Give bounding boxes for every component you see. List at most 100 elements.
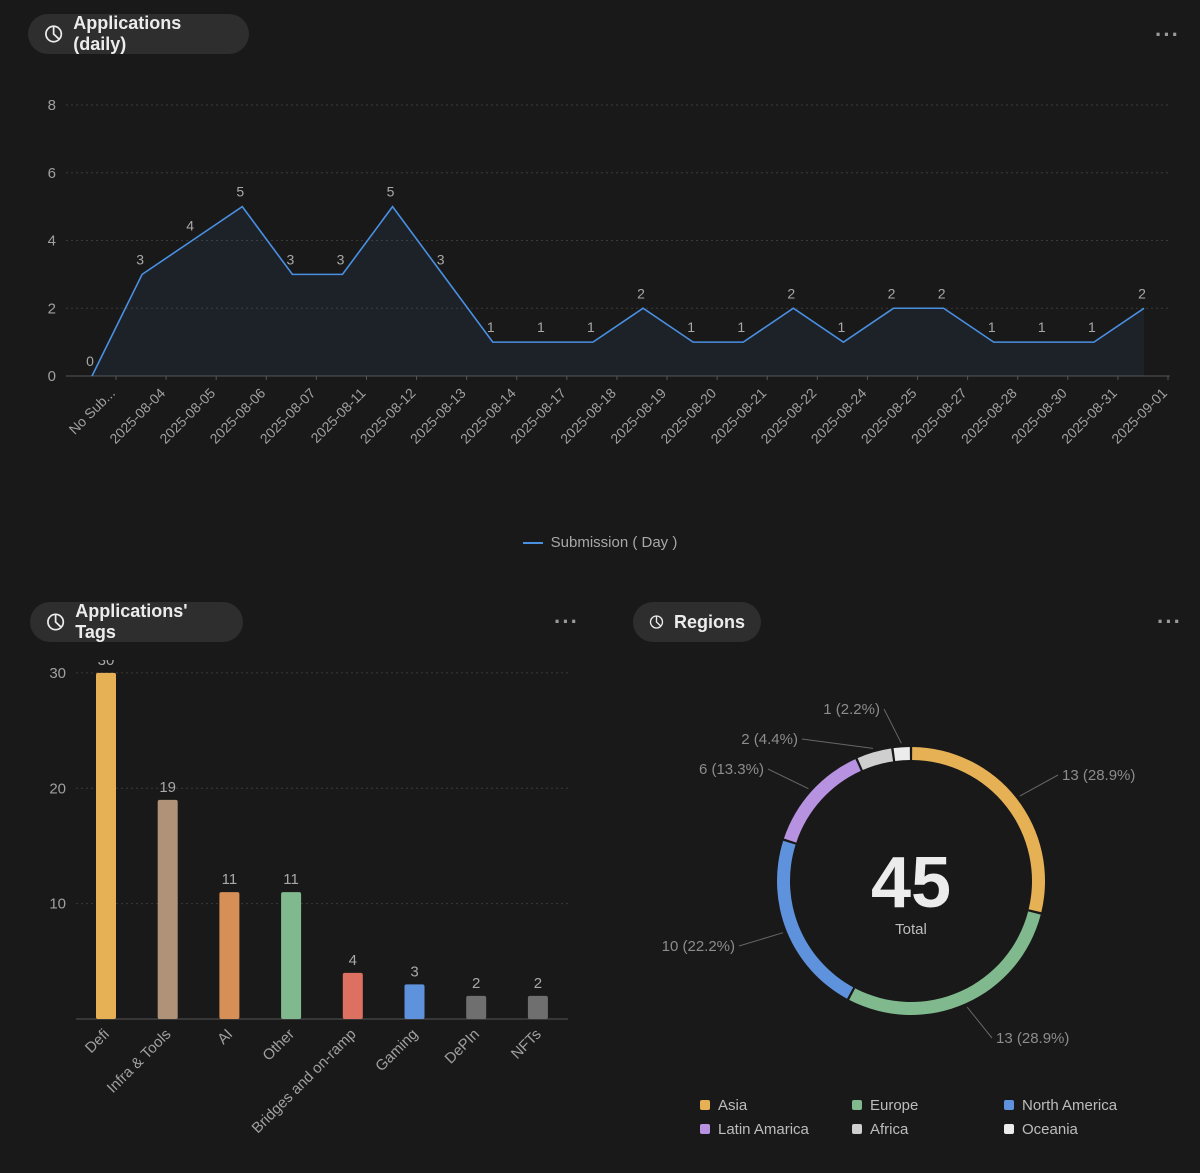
slice-label: 6 (13.3%) — [699, 761, 764, 778]
bar-value-label: 19 — [159, 779, 176, 796]
data-label: 1 — [838, 319, 846, 335]
bar-value-label: 30 — [98, 660, 115, 669]
y-tick-label: 8 — [48, 97, 56, 114]
slice-label: 10 (22.2%) — [662, 938, 735, 955]
data-label: 2 — [637, 285, 645, 301]
bar-value-label: 4 — [349, 952, 357, 969]
legend-item[interactable]: Latin Amarica — [700, 1120, 852, 1138]
data-label: 1 — [737, 319, 745, 335]
x-tick-label: No Sub... — [66, 385, 119, 438]
slice-leader-line — [1019, 774, 1059, 797]
data-label: 1 — [537, 319, 545, 335]
daily-legend[interactable]: Submission ( Day ) — [0, 534, 1200, 551]
slice-leader-line — [767, 768, 809, 790]
donut-slice — [783, 759, 861, 843]
data-label: 1 — [1088, 319, 1096, 335]
pie-chart-icon — [47, 613, 65, 631]
tags-more-icon[interactable]: ··· — [554, 609, 579, 634]
data-label: 4 — [186, 218, 194, 234]
legend-item[interactable]: Africa — [852, 1120, 1004, 1138]
tags-bar-chart: 10 20 30 30 Defi 19 Infra & Tools 11 AI 11 Other 4 B… — [49, 660, 568, 1137]
x-tick-label: Defi — [82, 1026, 113, 1057]
x-tick-label: NFTs — [508, 1026, 545, 1063]
data-label: 2 — [888, 285, 896, 301]
slice-leader-line — [738, 932, 784, 947]
data-label: 5 — [236, 184, 244, 200]
legend-color-swatch — [1004, 1100, 1014, 1110]
legend-label: Latin Amarica — [718, 1120, 809, 1138]
legend-label: Oceania — [1022, 1120, 1078, 1138]
slice-leader-line — [883, 708, 902, 744]
legend-color-swatch — [852, 1124, 862, 1134]
donut-slice — [893, 747, 910, 762]
legend-series-label: Submission ( Day ) — [550, 534, 678, 551]
data-label: 0 — [86, 353, 94, 369]
donut-center-label: Total — [895, 921, 927, 938]
bar-value-label: 11 — [222, 871, 238, 888]
tags-panel-title-text: Applications' Tags — [75, 601, 188, 642]
pie-chart-icon — [649, 615, 664, 629]
slice-leader-line — [801, 738, 874, 749]
legend-label: Asia — [718, 1096, 748, 1114]
tags-panel-title[interactable]: Applications' Tags — [30, 601, 243, 642]
bar-value-label: 3 — [410, 963, 418, 980]
donut-center-value: 45 — [871, 843, 951, 923]
legend-label: North America — [1022, 1096, 1118, 1114]
data-label: 3 — [286, 251, 294, 267]
slice-label: 13 (28.9%) — [1062, 767, 1135, 784]
legend-color-swatch — [1004, 1124, 1014, 1134]
data-label: 1 — [988, 319, 996, 335]
legend-item[interactable]: Asia — [700, 1096, 852, 1114]
bar-value-label: 11 — [283, 871, 299, 888]
x-tick-label: Bridges and on-ramp — [249, 1026, 360, 1137]
regions-more-icon[interactable]: ··· — [1157, 609, 1182, 634]
y-tick-label: 6 — [48, 165, 56, 182]
y-tick-label: 4 — [48, 233, 56, 250]
data-label: 3 — [337, 251, 345, 267]
data-label: 3 — [136, 251, 144, 267]
regions-legend: Asia Europe North America Latin Amarica Afri… — [700, 1096, 1180, 1138]
y-tick-label: 30 — [49, 665, 66, 682]
x-tick-label: Other — [259, 1026, 298, 1065]
regions-panel-title[interactable]: Regions — [633, 602, 761, 642]
x-tick-label: Infra & Tools — [104, 1026, 175, 1097]
bar-value-label: 2 — [472, 975, 480, 992]
legend-item[interactable]: Oceania — [1004, 1120, 1156, 1138]
legend-item[interactable]: North America — [1004, 1096, 1156, 1114]
slice-label: 13 (28.9%) — [996, 1030, 1069, 1047]
regions-panel-title-text: Regions — [673, 611, 745, 632]
legend-label: Africa — [870, 1120, 909, 1138]
data-label: 1 — [587, 319, 595, 335]
data-label: 2 — [787, 285, 795, 301]
data-label: 5 — [387, 184, 395, 200]
y-tick-label: 0 — [48, 368, 56, 385]
data-label: 1 — [1038, 319, 1046, 335]
bar — [342, 972, 363, 1019]
legend-color-swatch — [700, 1124, 710, 1134]
donut-slice — [777, 840, 854, 999]
donut-slice — [912, 747, 1045, 913]
legend-color-swatch — [852, 1100, 862, 1110]
legend-label: Europe — [870, 1096, 919, 1114]
daily-more-icon[interactable]: ··· — [1155, 22, 1180, 47]
x-tick-label: AI — [214, 1026, 236, 1048]
bar — [219, 892, 240, 1019]
slice-label: 1 (2.2%) — [823, 701, 880, 718]
x-tick-label: Gaming — [372, 1026, 421, 1075]
bar-value-label: 2 — [534, 975, 542, 992]
x-tick-label: DePIn — [442, 1026, 484, 1068]
slice-leader-line — [966, 1006, 993, 1039]
y-tick-label: 20 — [49, 780, 66, 797]
daily-panel-title-text: Applications (daily) — [73, 13, 182, 54]
data-label: 1 — [687, 319, 695, 335]
data-label: 3 — [437, 251, 445, 267]
y-tick-label: 10 — [49, 896, 66, 913]
daily-panel-title[interactable]: Applications (daily) — [28, 13, 249, 54]
line-area — [92, 206, 1144, 376]
legend-line-swatch — [522, 541, 543, 544]
regions-donut-chart: 13 (28.9%) 13 (28.9%) 10 (22.2%) 6 (13.3%) 2… — [662, 701, 1136, 1047]
legend-item[interactable]: Europe — [852, 1096, 1004, 1114]
y-tick-label: 2 — [48, 300, 56, 317]
donut-slice — [857, 748, 894, 771]
